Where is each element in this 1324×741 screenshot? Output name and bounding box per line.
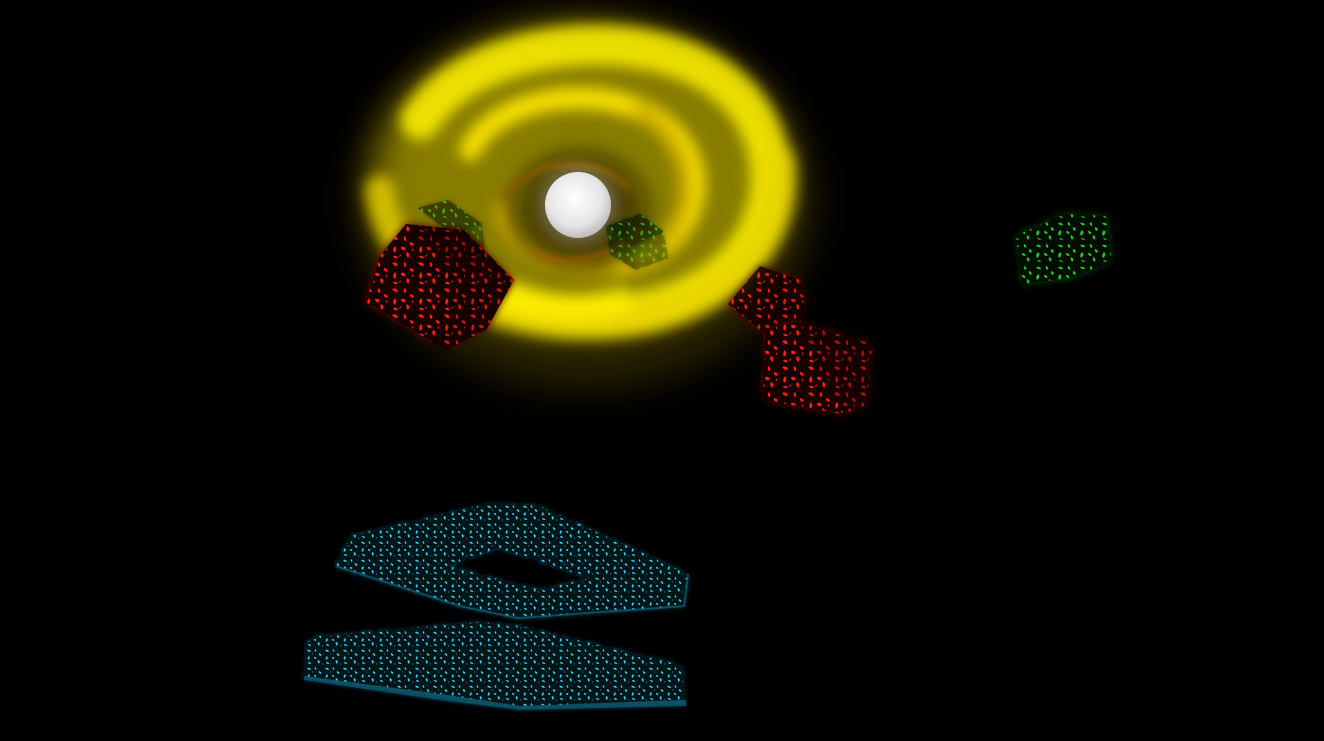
red-cube-small[interactable] (728, 266, 806, 336)
center-orb[interactable] (538, 165, 618, 245)
green-cube-right[interactable] (1016, 214, 1112, 284)
green-cube-center-ghost[interactable] (606, 214, 668, 270)
cyan-frame-upper[interactable] (335, 502, 689, 620)
cyan-frame-lower[interactable] (304, 622, 686, 710)
red-cube-right[interactable] (762, 322, 872, 414)
red-cube-large[interactable] (366, 224, 514, 350)
